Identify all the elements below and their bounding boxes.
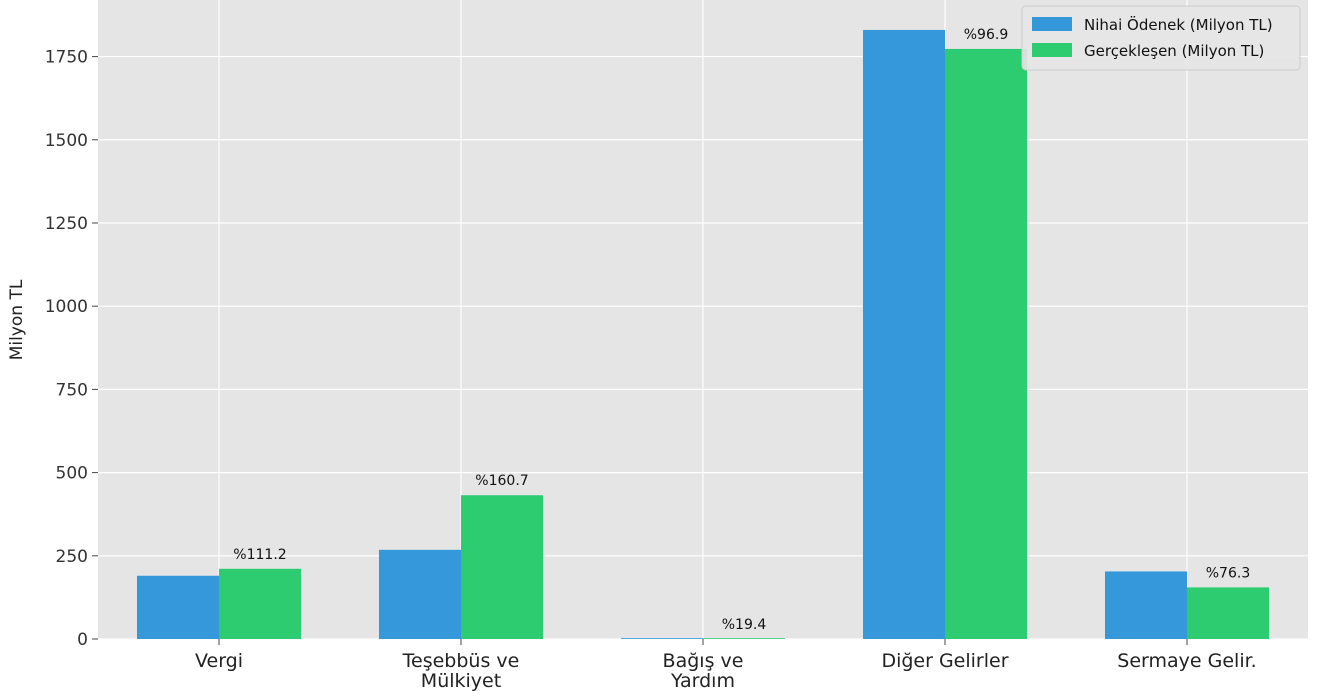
- y-tick-label: 1750: [45, 48, 88, 68]
- legend-swatch: [1032, 17, 1072, 31]
- bar-gerceklesen: [703, 638, 785, 639]
- legend: Nihai Ödenek (Milyon TL) Gerçekleşen (Mil…: [1021, 5, 1301, 71]
- y-axis-ticks: 0 250 500 750 1000 1250 1500 1750: [45, 48, 98, 650]
- y-axis-title: Milyon TL: [7, 279, 27, 360]
- x-category-label: Sermaye Gelir.: [1117, 650, 1256, 672]
- y-tick-label: 1250: [45, 214, 88, 234]
- bar-nihai-odenek: [379, 549, 461, 639]
- y-tick-label: 0: [77, 630, 88, 650]
- data-labels: %111.2 %160.7 %19.4 %96.9 %76.3: [233, 27, 1250, 633]
- bar-gerceklesen: [219, 568, 301, 639]
- y-tick-label: 250: [56, 547, 88, 567]
- legend-swatch: [1032, 43, 1072, 57]
- bar-data-label: %19.4: [722, 617, 767, 633]
- bars: [137, 29, 1269, 639]
- bar-data-label: %96.9: [964, 27, 1008, 43]
- bar-gerceklesen: [945, 48, 1027, 639]
- legend-label: Gerçekleşen (Milyon TL): [1084, 42, 1264, 60]
- legend-frame: [1021, 5, 1301, 71]
- bar-data-label: %111.2: [233, 547, 286, 563]
- x-category-label: Yardım: [670, 670, 735, 692]
- x-category-label: Bağış ve: [663, 650, 744, 672]
- y-tick-label: 500: [56, 464, 88, 484]
- bar-nihai-odenek: [1105, 571, 1187, 639]
- bar-gerceklesen: [461, 495, 543, 639]
- bar-nihai-odenek: [137, 575, 219, 639]
- y-tick-label: 1000: [45, 297, 88, 317]
- x-category-label: Mülkiyet: [421, 670, 501, 692]
- bar-gerceklesen: [1187, 587, 1269, 639]
- bar-data-label: %160.7: [475, 473, 528, 489]
- legend-label: Nihai Ödenek (Milyon TL): [1084, 15, 1273, 34]
- x-category-label: Vergi: [195, 650, 243, 672]
- bar-data-label: %76.3: [1206, 565, 1250, 581]
- y-tick-label: 750: [56, 380, 88, 400]
- bar-nihai-odenek: [621, 638, 703, 639]
- x-category-label: Diğer Gelirler: [881, 650, 1008, 672]
- bar-nihai-odenek: [863, 29, 945, 639]
- x-category-label: Teşebbüs ve: [402, 650, 520, 672]
- y-tick-label: 1500: [45, 131, 88, 151]
